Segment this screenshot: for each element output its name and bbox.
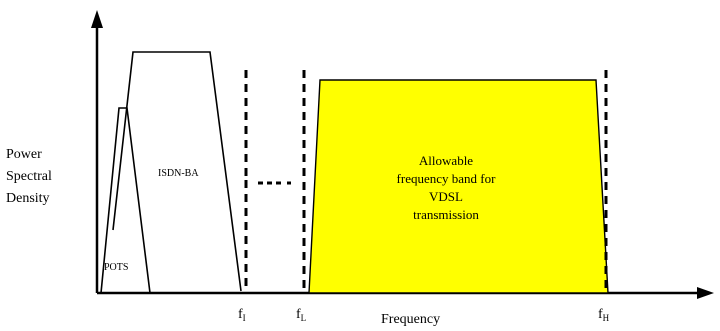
f-l-label: fL bbox=[296, 307, 306, 323]
x-axis-label: Frequency bbox=[381, 312, 441, 327]
y-axis-label-line: Spectral bbox=[6, 169, 52, 184]
vdsl-label-line: Allowable bbox=[418, 153, 474, 168]
y-axis-label: Power Spectral Density bbox=[6, 144, 52, 210]
isdn-label: ISDN-BA bbox=[158, 168, 199, 179]
y-axis-label-line: Power bbox=[6, 147, 42, 162]
x-axis-arrowhead bbox=[697, 287, 714, 299]
vdsl-label-line: transmission bbox=[413, 207, 479, 222]
vdsl-band bbox=[308, 79, 609, 294]
y-axis-arrowhead bbox=[91, 10, 103, 28]
f-h-label: fH bbox=[598, 307, 610, 323]
vdsl-label-line: VDSL bbox=[429, 189, 463, 204]
y-axis-label-line: Density bbox=[6, 191, 50, 206]
vdsl-band-label: Allowable frequency band for VDSL transm… bbox=[356, 152, 536, 224]
vdsl-label-line: frequency band for bbox=[396, 171, 496, 186]
f-i-label: fI bbox=[238, 307, 246, 323]
pots-band-outline bbox=[100, 107, 151, 294]
isdn-band-outline bbox=[112, 51, 242, 292]
pots-label: POTS bbox=[104, 262, 128, 273]
